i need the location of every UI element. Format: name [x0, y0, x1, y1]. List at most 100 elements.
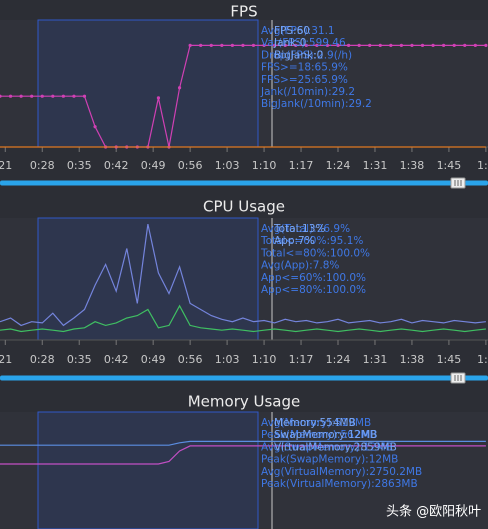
fps-point: [82, 94, 87, 98]
stat-text: Total<=60%:95.1%: [260, 235, 363, 247]
fps-point: [40, 94, 44, 98]
fps-point: [283, 43, 287, 48]
fps-point: [19, 94, 23, 98]
x-tick-label: 1:31: [363, 159, 388, 172]
x-tick-label: 1:45: [437, 353, 462, 366]
tooltip-text: BigJank:0: [274, 49, 323, 61]
x-tick-label: 1:45: [437, 159, 462, 172]
selection-region: [37, 19, 259, 148]
selection-region: [37, 217, 259, 341]
fps-point: [156, 96, 161, 100]
x-tick-label: 0:56: [178, 353, 203, 366]
x-tick-label: 0:28: [30, 159, 55, 172]
series-line: [0, 445, 486, 465]
x-tick-label: 1:10: [252, 159, 277, 172]
x-tick-label: 1:24: [326, 159, 351, 172]
x-tick-label: 0:49: [141, 159, 166, 172]
x-tick-label: 0:49: [141, 353, 166, 366]
panel-title: CPU Usage: [203, 198, 285, 216]
fps-point: [8, 94, 13, 98]
x-tick-label: 1:17: [289, 159, 314, 172]
stat-text: Avg(App):7.8%: [261, 260, 339, 272]
tooltip-text: FPS:60: [274, 25, 310, 37]
time-slider: [0, 375, 488, 381]
x-tick-label: 0:28: [30, 353, 55, 366]
x-tick-label: 0:35: [67, 159, 92, 172]
tooltip-text: Jank:0: [273, 37, 306, 49]
x-tick-label: 21: [0, 159, 12, 172]
fps-point: [188, 43, 192, 48]
fps-point: [378, 43, 382, 48]
fps-point: [346, 43, 351, 48]
fps-point: [357, 43, 361, 48]
fps-point: [294, 43, 298, 48]
stat-text: App<=80%:100.0%: [261, 284, 366, 296]
x-tick-label: 0:56: [178, 159, 203, 172]
fps-point: [473, 43, 477, 48]
fps-point: [230, 43, 234, 48]
stat-text: Avg(SwapMemory):12MB: [261, 441, 393, 453]
fps-point: [177, 86, 182, 90]
fps-point: [368, 43, 372, 48]
time-slider: [0, 180, 488, 186]
stat-text: Avg(VirtualMemory):2750.2MB: [261, 466, 422, 478]
fps-point: [399, 43, 403, 48]
stat-text: Total<=80%:100.0%: [260, 247, 370, 259]
tooltip-text: Total:13%: [273, 223, 325, 235]
fps-point: [30, 94, 34, 98]
fps-point: [389, 43, 393, 48]
stat-text: Peak(SwapMemory):12MB: [261, 454, 398, 466]
x-tick-label: 0:35: [67, 353, 92, 366]
x-tick-label: 0:42: [104, 353, 129, 366]
fps-point: [410, 43, 414, 48]
x-tick-label: 1:10: [252, 353, 277, 366]
fps-point: [61, 94, 65, 98]
x-tick-label: 1:03: [215, 353, 240, 366]
x-tick-label: 1:24: [326, 353, 351, 366]
stat-text: Var(FPS):599.46: [261, 37, 346, 49]
panel-title: FPS: [230, 3, 257, 21]
tooltip-text: Memory:554MB: [274, 417, 356, 429]
series-line: [0, 440, 486, 446]
fps-point: [51, 94, 55, 98]
fps-point: [420, 43, 425, 48]
fps-point: [325, 43, 330, 48]
tooltip-text: VirtualMemory:2859MB: [274, 441, 397, 453]
stat-text: Jank(/10min):29.2: [260, 86, 355, 98]
fps-point: [484, 43, 488, 48]
stat-text: Drop(FPS):2.9(/h): [261, 49, 352, 61]
stat-text: App<=60%:100.0%: [261, 272, 366, 284]
plot-area: [0, 20, 488, 147]
fps-point: [251, 43, 256, 48]
selection-region: [37, 411, 259, 529]
x-tick-label: 1:5: [477, 159, 488, 172]
x-tick-label: 1:5: [477, 353, 488, 366]
panel-title: Memory Usage: [188, 393, 301, 411]
fps-point: [72, 94, 76, 98]
fps-point: [0, 94, 2, 98]
stat-text: Peak(VirtualMemory):2863MB: [261, 478, 418, 490]
tooltip-text: App:7%: [274, 235, 315, 247]
fps-point: [304, 43, 308, 48]
fps-point: [336, 43, 340, 48]
x-tick-label: 21: [0, 353, 12, 366]
x-tick-label: 1:31: [363, 353, 388, 366]
x-tick-label: 1:38: [400, 353, 425, 366]
fps-point: [93, 125, 97, 129]
fps-point: [209, 43, 213, 48]
fps-point: [220, 43, 224, 48]
x-tick-label: 1:03: [215, 159, 240, 172]
stat-text: FPS>=25:65.9%: [261, 74, 348, 86]
fps-point: [273, 43, 277, 48]
stat-text: Avg(Memory):519MB: [261, 417, 371, 429]
plot-area: [0, 218, 488, 340]
series-line: [0, 304, 486, 333]
fps-point: [241, 43, 245, 48]
x-tick-label: 1:38: [400, 159, 425, 172]
stat-text: BigJank(/10min):29.2: [261, 98, 372, 110]
x-tick-label: 1:17: [289, 353, 314, 366]
watermark: 头条 @欧阳秋叶: [386, 504, 481, 520]
fps-point: [442, 43, 446, 48]
stat-text: Peak(Memory):562MB: [261, 429, 377, 441]
